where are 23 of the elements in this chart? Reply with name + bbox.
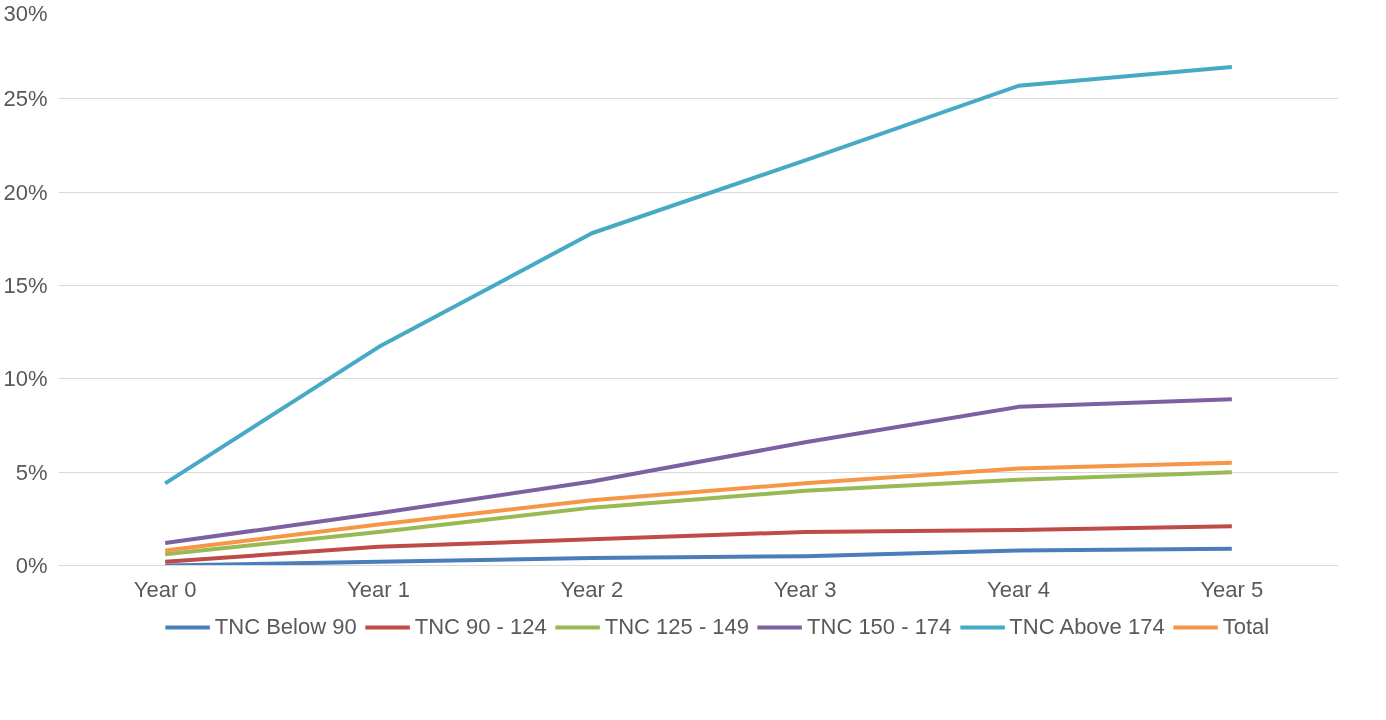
y-tick-label: 25% bbox=[3, 86, 48, 112]
y-tick-label: 15% bbox=[3, 273, 48, 298]
x-tick-label: Year 4 bbox=[987, 576, 1050, 602]
legend-label: TNC 90 - 124 bbox=[414, 613, 547, 640]
x-tick-label: Year 5 bbox=[1200, 576, 1264, 602]
legend-label: TNC 125 - 149 bbox=[604, 613, 750, 640]
line-series bbox=[163, 397, 1234, 546]
x-tick-label: Year 1 bbox=[347, 576, 410, 602]
y-tick-label: 30% bbox=[3, 0, 48, 26]
y-tick-label: 5% bbox=[15, 459, 48, 485]
line-series bbox=[163, 546, 1234, 566]
legend-label: TNC 150 - 174 bbox=[807, 613, 952, 640]
x-tick-label: Year 2 bbox=[560, 576, 624, 602]
legend-label: TNC Above 174 bbox=[1009, 613, 1165, 640]
line-series bbox=[163, 65, 1234, 486]
line-series bbox=[163, 524, 1234, 564]
y-tick-label: 20% bbox=[3, 179, 48, 205]
legend-label: Total bbox=[1222, 613, 1270, 640]
legend-label: TNC Below 90 bbox=[214, 613, 357, 640]
x-tick-label: Year 0 bbox=[133, 576, 197, 602]
y-tick-label: 10% bbox=[3, 366, 48, 392]
y-tick-label: 0% bbox=[15, 553, 48, 578]
x-tick-label: Year 3 bbox=[773, 576, 837, 602]
